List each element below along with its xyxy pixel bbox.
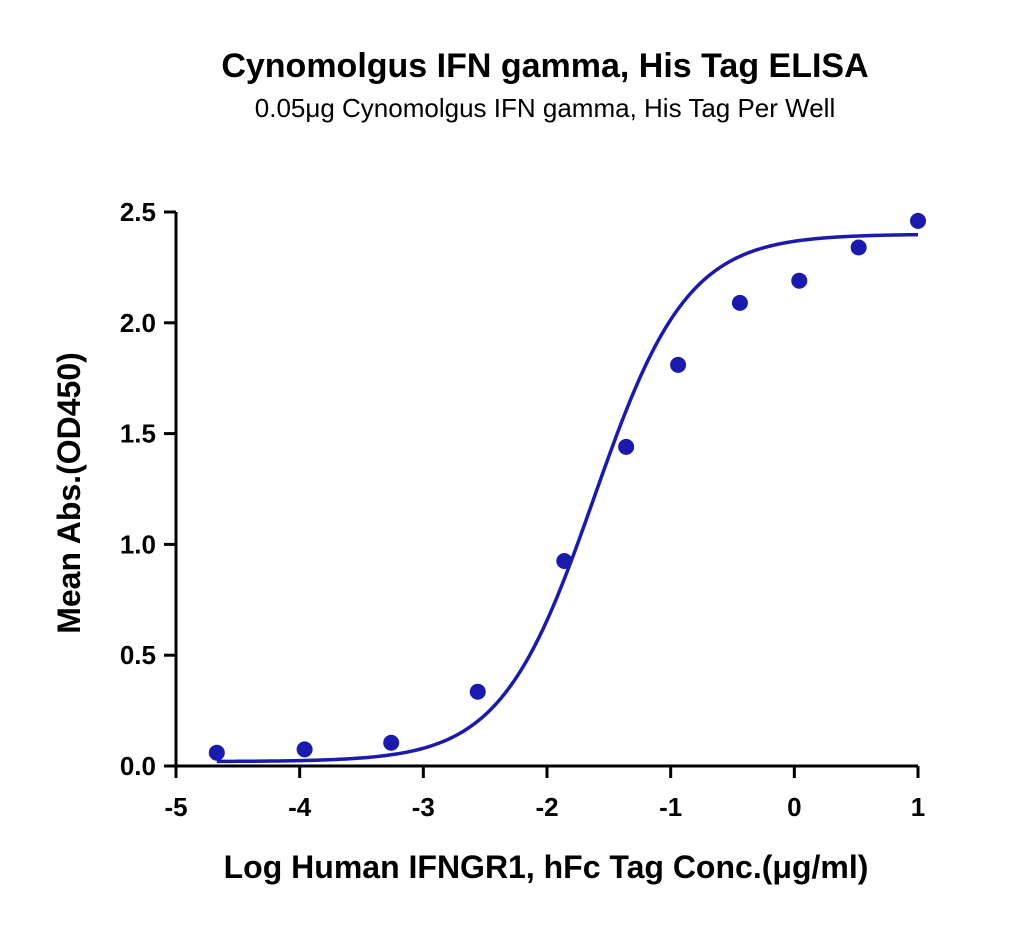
x-tick-label: 1 bbox=[911, 792, 925, 822]
data-point bbox=[791, 272, 808, 289]
data-point bbox=[383, 734, 400, 751]
y-tick-label: 0.0 bbox=[120, 751, 156, 781]
y-tick-label: 1.5 bbox=[120, 419, 156, 449]
data-point bbox=[556, 553, 573, 570]
data-point bbox=[670, 356, 687, 373]
data-points bbox=[208, 212, 926, 761]
x-ticks: -5 -4 -3 -2 -1 0 1 bbox=[164, 766, 925, 822]
data-point bbox=[296, 741, 313, 758]
data-point bbox=[910, 212, 926, 229]
y-axis-label: Mean Abs.(OD450) bbox=[51, 352, 87, 634]
chart-title: Cynomolgus IFN gamma, His Tag ELISA bbox=[221, 47, 868, 85]
x-tick-label: -5 bbox=[164, 792, 187, 822]
y-tick-label: 1.0 bbox=[120, 529, 156, 559]
data-point bbox=[731, 294, 748, 311]
y-ticks: 0.0 0.5 1.0 1.5 2.0 2.5 bbox=[120, 197, 176, 781]
x-tick-label: -4 bbox=[288, 792, 312, 822]
axes bbox=[174, 212, 918, 768]
x-tick-label: -1 bbox=[659, 792, 682, 822]
x-tick-label: -2 bbox=[535, 792, 558, 822]
data-point bbox=[469, 683, 486, 700]
x-tick-label: -3 bbox=[412, 792, 435, 822]
data-point bbox=[618, 438, 635, 455]
x-tick-label: 0 bbox=[787, 792, 801, 822]
data-point bbox=[850, 239, 867, 256]
y-tick-label: 0.5 bbox=[120, 640, 156, 670]
y-tick-label: 2.5 bbox=[120, 197, 156, 227]
y-tick-label: 2.0 bbox=[120, 308, 156, 338]
x-axis-label: Log Human IFNGR1, hFc Tag Conc.(μg/ml) bbox=[224, 849, 869, 885]
fit-curve bbox=[216, 232, 919, 764]
chart-subtitle: 0.05μg Cynomolgus IFN gamma, His Tag Per… bbox=[255, 93, 835, 123]
data-point bbox=[208, 744, 225, 761]
